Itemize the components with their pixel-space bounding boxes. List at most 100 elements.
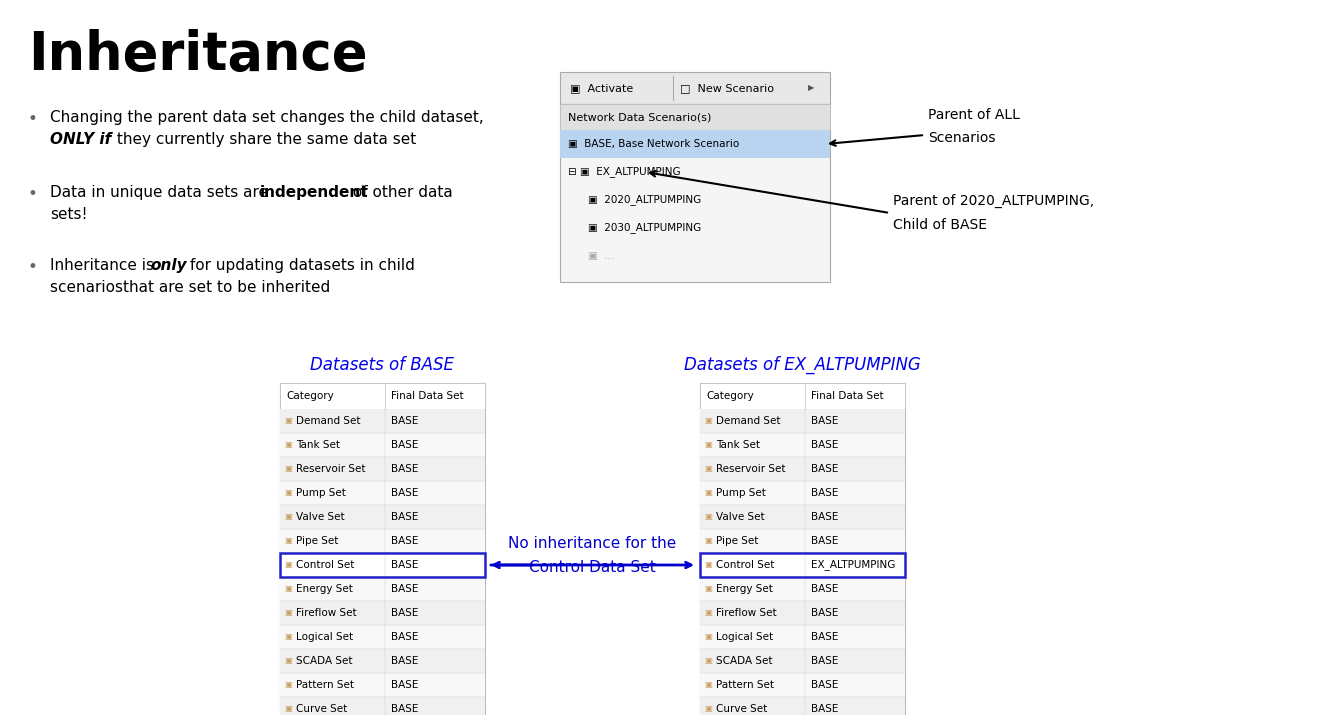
Text: Fireflow Set: Fireflow Set [716,608,776,618]
Text: Pump Set: Pump Set [295,488,346,498]
Text: Reservoir Set: Reservoir Set [295,464,366,474]
Bar [700,383,905,409]
Text: ▣: ▣ [704,513,712,521]
Text: BASE: BASE [391,632,419,642]
Text: only: only [150,258,187,273]
Text: Logical Set: Logical Set [716,632,772,642]
Text: ▣: ▣ [284,656,292,666]
Bar [280,577,485,601]
Text: Reservoir Set: Reservoir Set [716,464,786,474]
Text: BASE: BASE [811,440,839,450]
Text: Datasets of BASE: Datasets of BASE [310,356,454,374]
Text: ▣: ▣ [284,488,292,498]
Bar [280,601,485,625]
Text: ▣  ...: ▣ ... [588,251,615,261]
Bar [280,383,485,715]
Text: ▣: ▣ [284,465,292,473]
Text: ▣: ▣ [704,561,712,570]
Text: ▣: ▣ [704,536,712,546]
Text: Control Data Set: Control Data Set [529,560,656,574]
Bar [700,649,905,673]
Bar [700,577,905,601]
Text: ▣: ▣ [284,536,292,546]
Text: BASE: BASE [811,608,839,618]
Bar [280,649,485,673]
Bar [280,553,485,577]
Text: EX_ALTPUMPING: EX_ALTPUMPING [811,560,896,571]
Text: Pipe Set: Pipe Set [295,536,338,546]
Bar [280,697,485,715]
Text: ▣: ▣ [704,488,712,498]
Bar [280,505,485,529]
Text: SCADA Set: SCADA Set [716,656,772,666]
Text: Control Set: Control Set [716,560,774,570]
Text: BASE: BASE [811,704,839,714]
Bar [700,409,905,433]
Text: ⊟ ▣  EX_ALTPUMPING: ⊟ ▣ EX_ALTPUMPING [568,167,681,177]
Bar [700,553,905,577]
Text: ▣: ▣ [284,704,292,714]
Text: independent: independent [260,185,368,200]
Text: ▣  2030_ALTPUMPING: ▣ 2030_ALTPUMPING [588,222,701,234]
Bar [560,72,829,104]
Text: ▣: ▣ [704,633,712,641]
Text: for updating datasets in child: for updating datasets in child [186,258,415,273]
Bar [700,673,905,697]
Text: •: • [28,258,38,276]
Text: Network Data Scenario(s): Network Data Scenario(s) [568,112,712,122]
Bar [700,505,905,529]
Text: BASE: BASE [391,512,419,522]
Text: BASE: BASE [811,536,839,546]
Text: BASE: BASE [391,584,419,594]
Text: BASE: BASE [391,680,419,690]
Text: Tank Set: Tank Set [295,440,341,450]
Bar [560,130,829,158]
Text: Demand Set: Demand Set [295,416,360,426]
Bar [280,383,485,409]
Text: □  New Scenario: □ New Scenario [680,83,774,93]
Text: BASE: BASE [391,440,419,450]
Text: BASE: BASE [811,680,839,690]
Text: BASE: BASE [811,416,839,426]
Text: ▣: ▣ [704,681,712,689]
Text: Demand Set: Demand Set [716,416,780,426]
Text: ▣: ▣ [284,440,292,450]
Text: Energy Set: Energy Set [716,584,772,594]
Text: ▣  BASE, Base Network Scenario: ▣ BASE, Base Network Scenario [568,139,739,149]
Text: Scenarios: Scenarios [927,131,995,145]
Text: Fireflow Set: Fireflow Set [295,608,356,618]
Bar [700,601,905,625]
Bar [560,104,829,282]
Text: ▣: ▣ [704,704,712,714]
Bar [700,433,905,457]
Text: ▣: ▣ [704,608,712,618]
Text: BASE: BASE [391,560,419,570]
Text: BASE: BASE [391,536,419,546]
Text: BASE: BASE [391,416,419,426]
Text: they currently share the same data set: they currently share the same data set [113,132,416,147]
Bar [280,625,485,649]
Text: Changing the parent data set changes the child dataset,: Changing the parent data set changes the… [50,110,484,125]
Text: BASE: BASE [391,488,419,498]
Text: Valve Set: Valve Set [295,512,344,522]
Text: BASE: BASE [811,632,839,642]
Text: Inheritance is: Inheritance is [50,258,159,273]
Text: Pattern Set: Pattern Set [295,680,354,690]
Text: BASE: BASE [811,656,839,666]
Text: Energy Set: Energy Set [295,584,352,594]
Text: BASE: BASE [811,488,839,498]
Text: Category: Category [286,391,334,401]
Text: Final Data Set: Final Data Set [391,391,464,401]
Text: ▣: ▣ [284,513,292,521]
Bar [700,457,905,481]
Text: ▣: ▣ [704,656,712,666]
Bar [700,625,905,649]
Text: Final Data Set: Final Data Set [811,391,884,401]
Text: Valve Set: Valve Set [716,512,765,522]
Text: of other data: of other data [348,185,453,200]
Text: ▣: ▣ [284,681,292,689]
Text: ▣  Activate: ▣ Activate [570,83,633,93]
Bar [280,481,485,505]
Text: Inheritance: Inheritance [28,29,367,81]
Text: No inheritance for the: No inheritance for the [509,536,677,551]
